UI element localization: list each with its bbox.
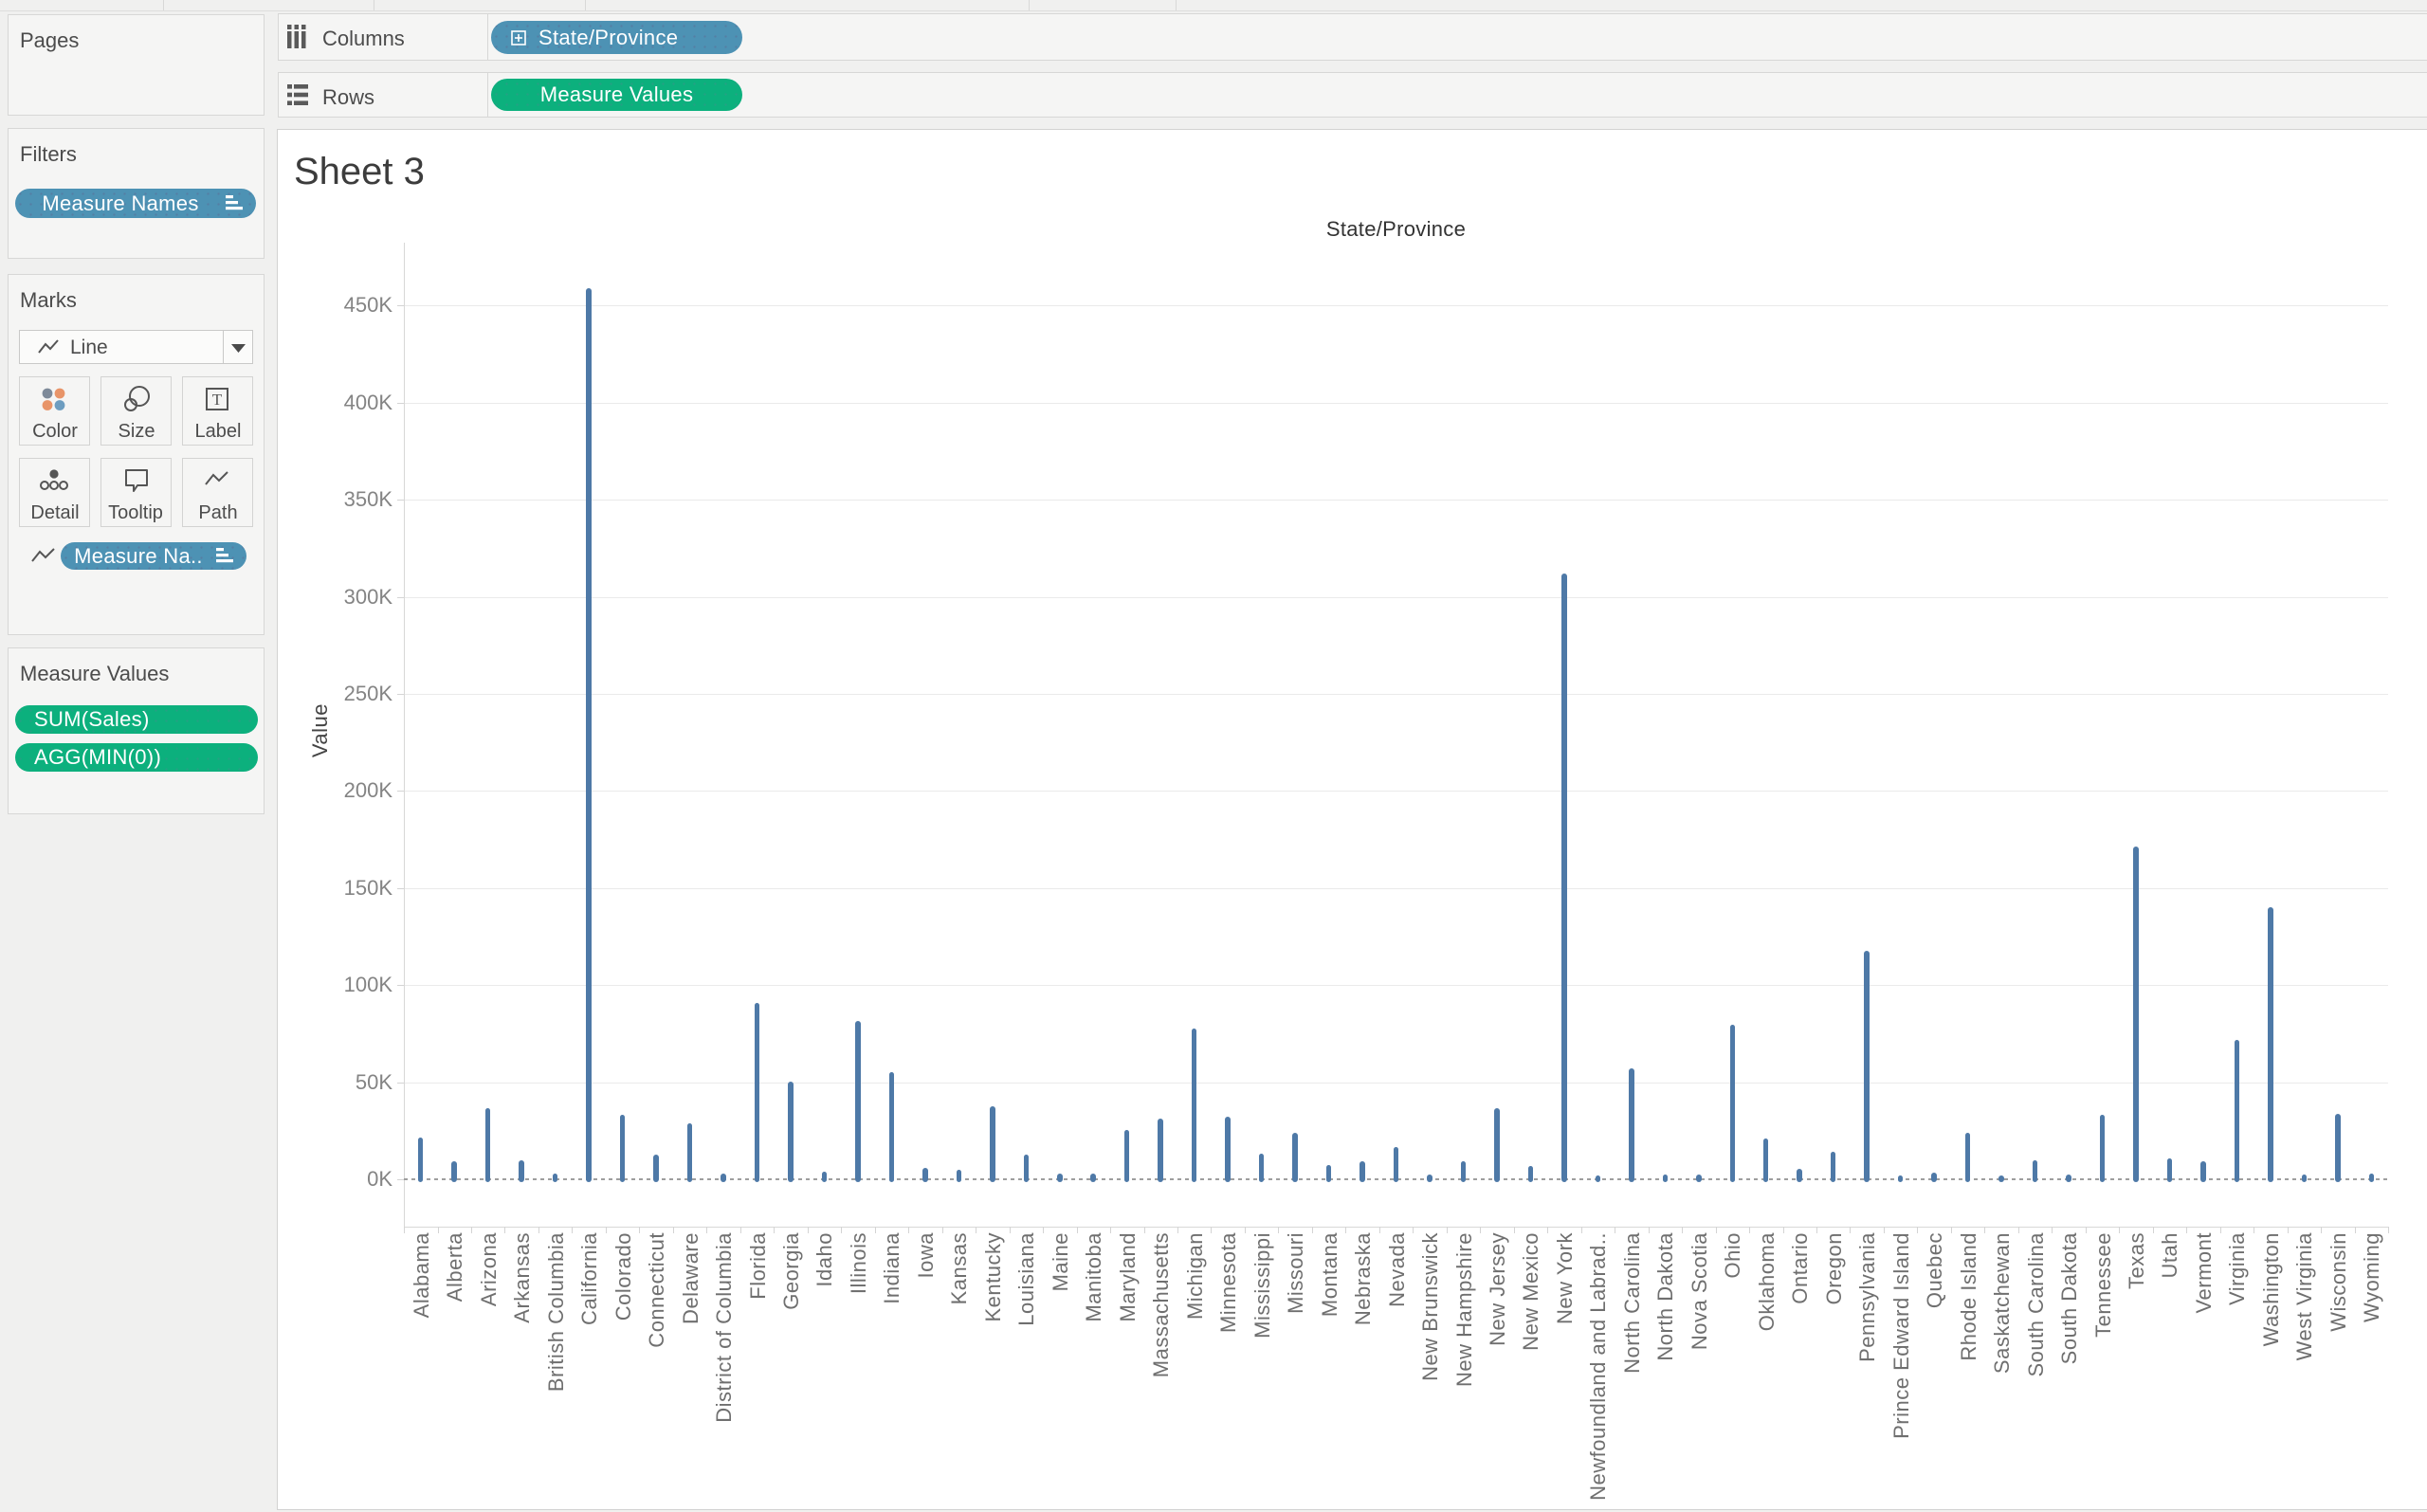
svg-text:T: T [212,391,223,409]
